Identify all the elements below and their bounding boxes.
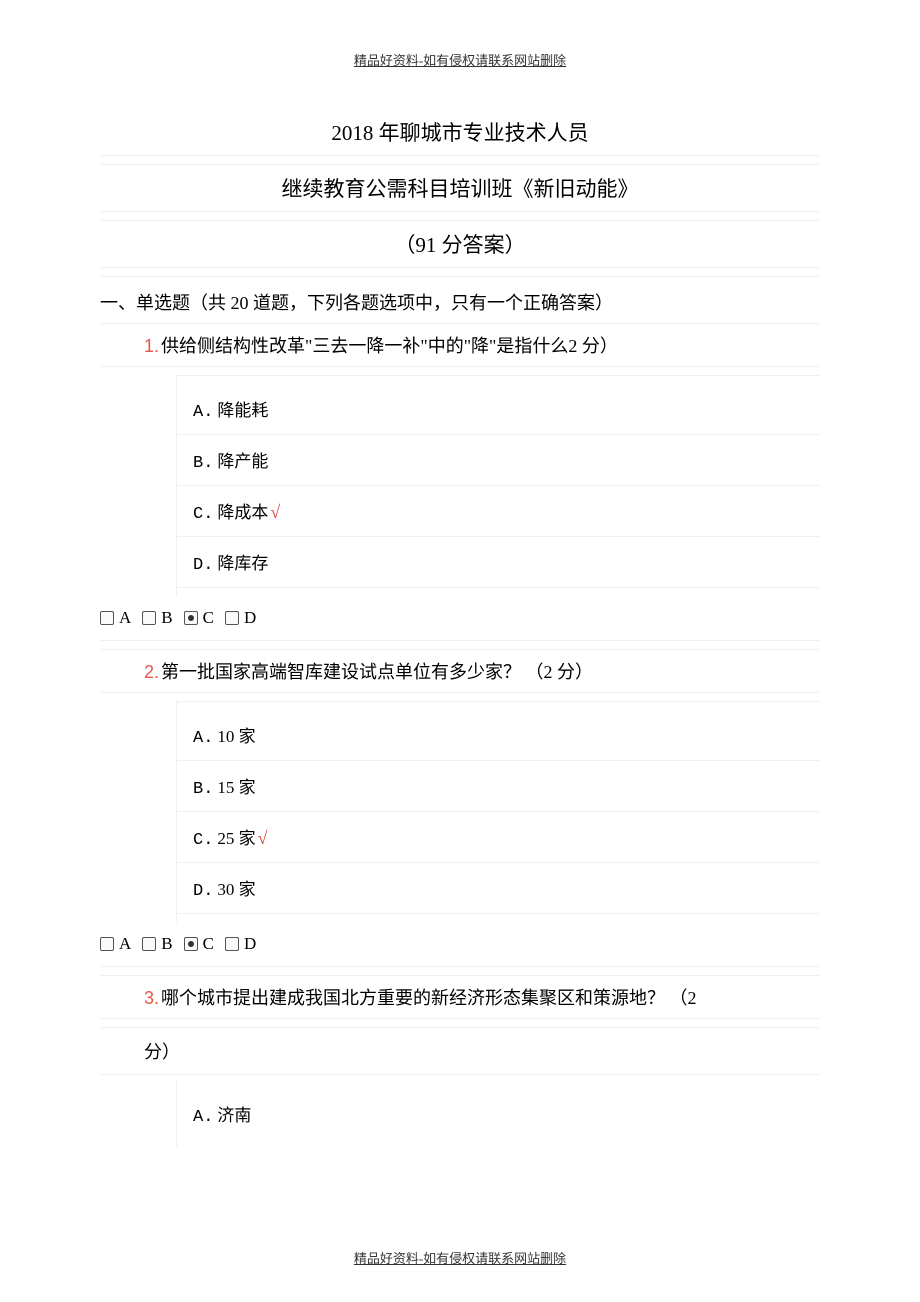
radio-label-a: A bbox=[119, 608, 131, 628]
option-label: A. bbox=[193, 1108, 213, 1127]
option-label: B. bbox=[193, 454, 213, 473]
option-text: 降库存 bbox=[217, 549, 268, 574]
option-c: C. 25 家 √ bbox=[177, 812, 820, 863]
question-text-continuation: 分） bbox=[100, 1027, 820, 1075]
radio-a[interactable] bbox=[100, 611, 114, 625]
doc-title-line2: 继续教育公需科目培训班《新旧动能》 bbox=[282, 173, 639, 203]
radio-label-c: C bbox=[203, 934, 214, 954]
option-label: B. bbox=[193, 780, 213, 799]
radio-d[interactable] bbox=[225, 937, 239, 951]
question-number: 3. bbox=[144, 988, 159, 1009]
option-text: 10 家 bbox=[217, 722, 255, 747]
question-text-row: 3. 哪个城市提出建成我国北方重要的新经济形态集聚区和策源地？ （2 bbox=[100, 975, 820, 1019]
question-text-cont: 分） bbox=[144, 1042, 180, 1062]
question-text: 哪个城市提出建成我国北方重要的新经济形态集聚区和策源地？ （2 bbox=[161, 984, 697, 1010]
radio-b[interactable] bbox=[142, 937, 156, 951]
question-2: 2. 第一批国家高端智库建设试点单位有多少家？ （2 分） A. 10 家 B.… bbox=[100, 649, 820, 967]
title-block: 2018 年聊城市专业技术人员 继续教育公需科目培训班《新旧动能》 （91 分答… bbox=[100, 109, 820, 268]
question-3: 3. 哪个城市提出建成我国北方重要的新经济形态集聚区和策源地？ （2 分） A.… bbox=[100, 975, 820, 1147]
question-text-row: 1. 供给侧结构性改革"三去一降一补"中的"降"是指什么2 分） bbox=[100, 323, 820, 367]
options-box: A. 降能耗 B. 降产能 C. 降成本 √ D. 降库存 bbox=[176, 375, 820, 596]
question-1: 1. 供给侧结构性改革"三去一降一补"中的"降"是指什么2 分） A. 降能耗 … bbox=[100, 323, 820, 641]
radio-d[interactable] bbox=[225, 611, 239, 625]
radio-b[interactable] bbox=[142, 611, 156, 625]
option-d: D. 降库存 bbox=[177, 537, 820, 588]
options-box: A. 济南 bbox=[176, 1081, 820, 1147]
option-c: C. 降成本 √ bbox=[177, 486, 820, 537]
radio-label-b: B bbox=[161, 608, 172, 628]
option-label: C. bbox=[193, 831, 213, 850]
page-footer: 精品好资料-如有侵权请联系网站删除 bbox=[0, 1248, 920, 1267]
question-number: 1. bbox=[144, 336, 159, 357]
option-text: 30 家 bbox=[217, 875, 255, 900]
radio-label-a: A bbox=[119, 934, 131, 954]
radio-a[interactable] bbox=[100, 937, 114, 951]
answer-radio-row: A B C D bbox=[100, 596, 820, 641]
checkmark-icon: √ bbox=[270, 502, 280, 523]
option-text: 降成本 bbox=[217, 498, 268, 523]
radio-c[interactable] bbox=[184, 611, 198, 625]
option-a: A. 济南 bbox=[177, 1089, 820, 1139]
option-text: 降能耗 bbox=[217, 396, 268, 421]
options-box: A. 10 家 B. 15 家 C. 25 家 √ D. 30 家 bbox=[176, 701, 820, 922]
section-heading: 一、单选题（共 20 道题，下列各题选项中，只有一个正确答案） bbox=[100, 293, 613, 313]
option-text: 25 家 bbox=[217, 824, 255, 849]
option-a: A. 10 家 bbox=[177, 710, 820, 761]
option-text: 降产能 bbox=[217, 447, 268, 472]
page-header: 精品好资料-如有侵权请联系网站删除 bbox=[100, 50, 820, 69]
answer-radio-row: A B C D bbox=[100, 922, 820, 967]
option-label: D. bbox=[193, 556, 213, 575]
option-label: C. bbox=[193, 505, 213, 524]
radio-label-b: B bbox=[161, 934, 172, 954]
option-text: 15 家 bbox=[217, 773, 255, 798]
radio-c[interactable] bbox=[184, 937, 198, 951]
checkmark-icon: √ bbox=[258, 828, 268, 849]
option-d: D. 30 家 bbox=[177, 863, 820, 914]
radio-label-d: D bbox=[244, 608, 256, 628]
question-text-row: 2. 第一批国家高端智库建设试点单位有多少家？ （2 分） bbox=[100, 649, 820, 693]
option-b: B. 降产能 bbox=[177, 435, 820, 486]
option-label: A. bbox=[193, 729, 213, 748]
doc-title-line3: （91 分答案） bbox=[394, 229, 525, 259]
question-number: 2. bbox=[144, 662, 159, 683]
question-text: 第一批国家高端智库建设试点单位有多少家？ （2 分） bbox=[161, 658, 593, 684]
option-text: 济南 bbox=[217, 1101, 251, 1126]
option-label: A. bbox=[193, 403, 213, 422]
option-label: D. bbox=[193, 882, 213, 901]
question-text: 供给侧结构性改革"三去一降一补"中的"降"是指什么2 分） bbox=[161, 332, 618, 358]
option-a: A. 降能耗 bbox=[177, 384, 820, 435]
radio-label-c: C bbox=[203, 608, 214, 628]
option-b: B. 15 家 bbox=[177, 761, 820, 812]
doc-title-line1: 2018 年聊城市专业技术人员 bbox=[331, 117, 588, 147]
section-heading-row: 一、单选题（共 20 道题，下列各题选项中，只有一个正确答案） bbox=[100, 276, 820, 315]
radio-label-d: D bbox=[244, 934, 256, 954]
